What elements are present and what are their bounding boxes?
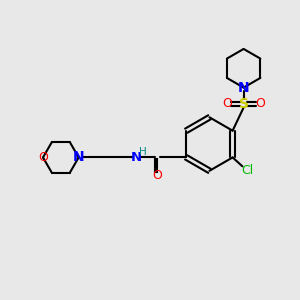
- Text: O: O: [222, 98, 232, 110]
- Text: Cl: Cl: [241, 164, 254, 177]
- Text: O: O: [38, 151, 48, 164]
- Text: S: S: [238, 97, 249, 111]
- Text: O: O: [255, 98, 265, 110]
- Text: H: H: [139, 147, 147, 157]
- Text: N: N: [73, 150, 85, 164]
- Text: N: N: [238, 81, 249, 94]
- Text: O: O: [152, 169, 162, 182]
- Text: N: N: [131, 151, 142, 164]
